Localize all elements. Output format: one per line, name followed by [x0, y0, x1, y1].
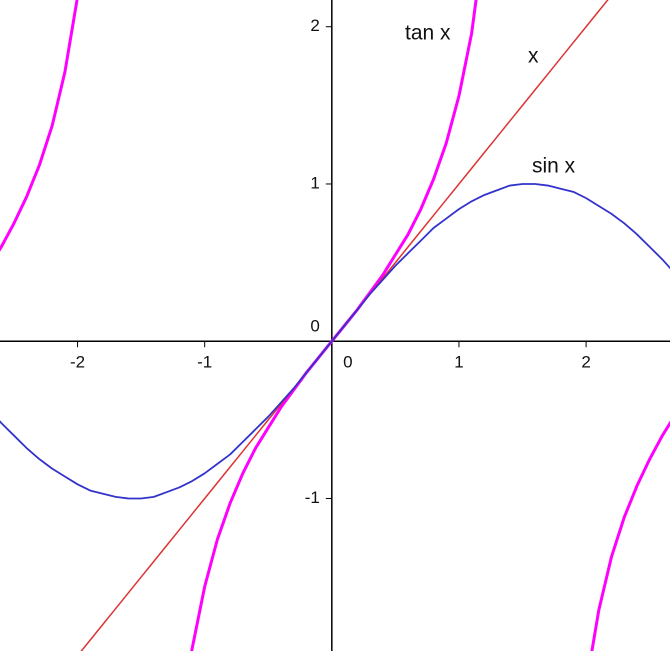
- x-tick-label: 2: [581, 353, 590, 372]
- x-tick-label: -2: [70, 353, 85, 372]
- series-label: x: [528, 45, 539, 68]
- x-tick-label: -1: [197, 353, 212, 372]
- function-curve: [0, 183, 670, 500]
- y-tick-label: 0: [310, 317, 319, 336]
- x-tick-label: 0: [343, 353, 352, 372]
- y-tick-label: 1: [310, 173, 319, 192]
- y-tick-label: 2: [310, 16, 319, 35]
- x-tick-label: 1: [454, 353, 463, 372]
- series-label: tan x: [405, 22, 451, 45]
- series-label: sin x: [532, 155, 576, 178]
- y-tick-label: -1: [305, 488, 320, 507]
